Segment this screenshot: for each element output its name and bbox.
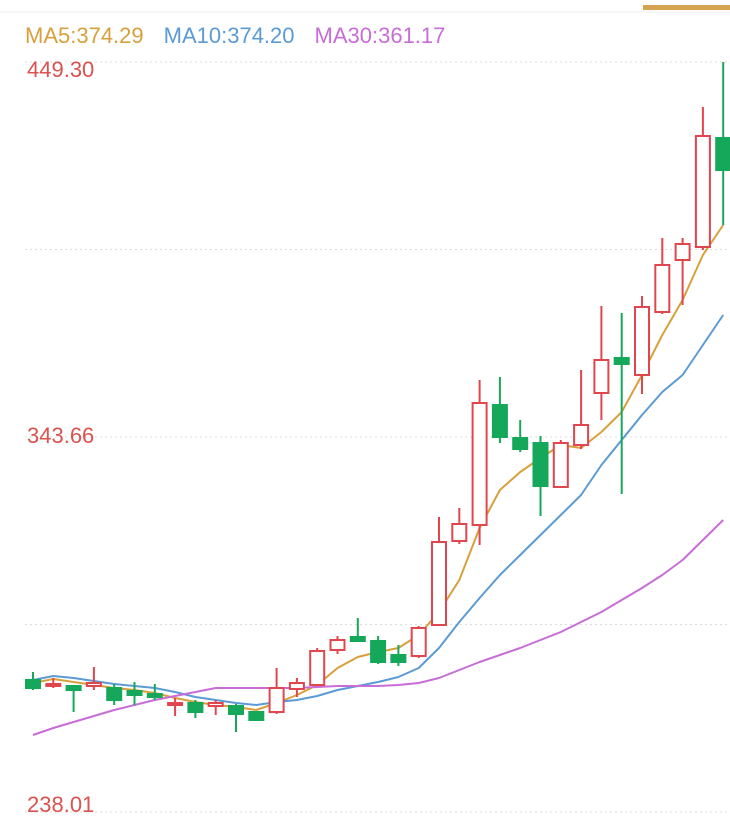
candle-body <box>207 701 224 708</box>
candle-body <box>370 640 387 663</box>
candle-body <box>288 682 305 691</box>
candle-body <box>106 687 123 702</box>
tab-indicator <box>643 5 730 10</box>
legend-entry: MA5:374.29 <box>25 23 144 48</box>
candle-body <box>715 136 730 172</box>
candle-body <box>349 636 366 643</box>
candle-body <box>593 358 610 395</box>
y-tick-label: 238.01 <box>27 792 94 817</box>
candle-body <box>329 639 346 651</box>
legend: MA5:374.29 MA10:374.20 MA30:361.17 <box>25 23 445 48</box>
candle-body <box>85 682 102 687</box>
candle-body <box>674 242 691 261</box>
candle-body <box>248 711 265 721</box>
candle-body <box>491 404 508 439</box>
candle-body <box>573 423 590 447</box>
candle-body <box>471 402 488 527</box>
candle-body <box>25 678 41 690</box>
candles <box>25 62 730 732</box>
y-tick-label: 343.66 <box>27 423 94 448</box>
y-tick-label: 449.30 <box>27 57 94 82</box>
legend-entry: MA10:374.20 <box>164 23 295 48</box>
candle-body <box>694 135 711 249</box>
candle-body <box>146 693 163 698</box>
candle-body <box>390 654 407 663</box>
candle-body <box>613 357 630 366</box>
candle-body <box>45 683 62 687</box>
candle-body <box>451 522 468 542</box>
ma-line <box>32 314 725 706</box>
ma-line <box>32 519 724 736</box>
candle-body <box>167 701 184 707</box>
candle-body <box>65 684 82 691</box>
candle-body <box>431 541 447 627</box>
candle-body <box>187 701 204 714</box>
candle-body <box>410 626 427 657</box>
candle-body <box>228 705 244 715</box>
candle-body <box>309 649 326 686</box>
candle-body <box>126 689 143 697</box>
candle-body <box>634 305 650 377</box>
candle-body <box>268 687 285 714</box>
candle-body <box>532 442 549 488</box>
y-axis: 238.01 343.66 449.30 <box>27 57 94 817</box>
candle-body <box>654 264 671 314</box>
legend-entry: MA30:361.17 <box>315 23 446 48</box>
candle-body <box>512 437 529 451</box>
candle-body <box>552 442 569 488</box>
